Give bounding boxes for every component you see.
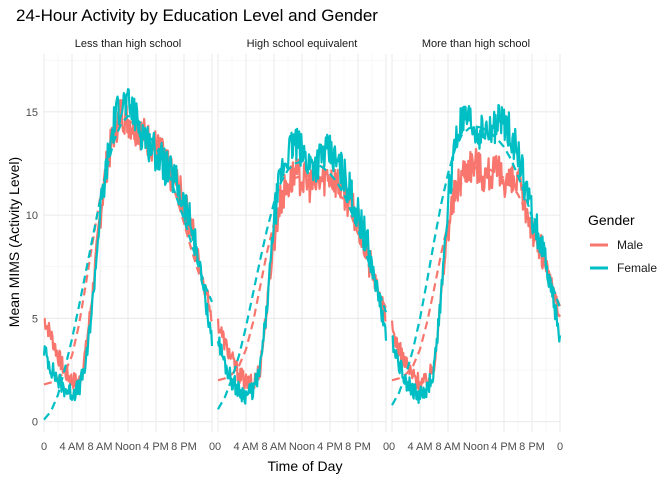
y-tick-label: 10 [26,210,38,222]
facet-panel: More than high school 0 4 AM 8 AM Noon 4 PM 8 … [389,38,563,453]
x-tick-label: Noon [115,441,141,453]
facet-panel: Less than high school 0 4 AM 8 AM Noon 4 PM 8 … [26,38,215,453]
x-axis-label: Time of Day [268,458,343,474]
x-tick-label: 0 [557,441,563,453]
y-tick-label: 0 [32,417,38,429]
facet-strip-title: More than high school [422,38,530,50]
legend-title: Gender [588,212,635,228]
trend-line-female [217,160,388,410]
y-tick-label: 15 [26,107,38,119]
series-line-female [391,104,562,404]
x-tick-label: 8 PM [519,441,545,453]
y-axis-label: Mean MIMS (Activity Level) [6,157,22,327]
facet-strip-title: Less than high school [75,38,181,50]
y-tick-label: 5 [32,313,38,325]
x-tick-label: 0 [383,441,389,453]
trend-line-male [217,174,387,382]
x-tick-label: 8 AM [435,441,460,453]
trend-line-male [43,118,213,386]
trend-line-female [43,114,214,421]
x-tick-label: Noon [289,441,315,453]
legend-label-male: Male [617,238,643,252]
x-tick-label: 8 PM [171,441,197,453]
x-tick-label: 0 [209,441,215,453]
x-tick-label: 8 AM [261,441,286,453]
x-tick-label: 0 [41,441,47,453]
x-tick-label: 8 PM [345,441,371,453]
x-tick-label: 0 [215,441,221,453]
series-line-male [216,155,387,391]
x-tick-label: 4 AM [233,441,258,453]
facet-panel: High school equivalent 0 4 AM 8 AM Noon 4 PM 8… [215,38,389,453]
series-line-female [216,127,388,405]
x-tick-label: 4 AM [59,441,84,453]
x-tick-label: 4 PM [317,441,343,453]
x-tick-label: 4 AM [407,441,432,453]
x-tick-label: 8 AM [87,441,112,453]
x-tick-label: 4 PM [143,441,169,453]
x-tick-label: 4 PM [491,441,517,453]
chart-title: 24-Hour Activity by Education Level and … [16,6,378,25]
trend-line-female [391,125,562,406]
legend-label-female: Female [617,261,657,275]
x-tick-label: 0 [389,441,395,453]
facet-strip-title: High school equivalent [247,38,358,50]
series-line-female [42,88,214,402]
legend: Gender Male Female [588,212,657,275]
x-tick-label: Noon [463,441,489,453]
